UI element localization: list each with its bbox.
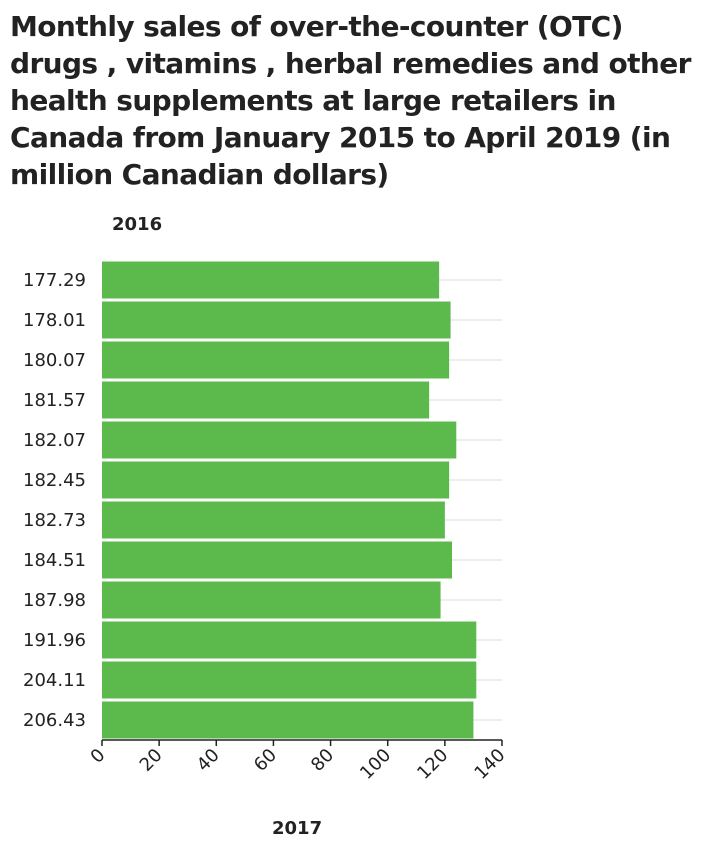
bar (102, 421, 457, 459)
bar (102, 461, 450, 499)
category-tick-label: 184.51 (23, 550, 86, 571)
bar (102, 301, 451, 339)
x-tick-label: 20 (136, 745, 167, 776)
category-tick-label: 191.96 (23, 630, 86, 651)
category-tick-label: 180.07 (23, 350, 86, 371)
x-axis-label: 2017 (272, 818, 323, 839)
category-tick-label: 177.29 (23, 270, 86, 291)
bar (102, 621, 477, 659)
category-tick-label: 182.45 (23, 470, 86, 491)
bar (102, 701, 474, 739)
bar (102, 661, 477, 699)
x-tick-label: 100 (356, 745, 395, 784)
x-tick-label: 80 (307, 745, 338, 776)
category-tick-label: 178.01 (23, 310, 86, 331)
bar (102, 381, 430, 419)
x-tick-label: 120 (413, 745, 452, 784)
x-tick-label: 40 (193, 745, 224, 776)
bar (102, 261, 440, 299)
bar (102, 541, 452, 579)
x-tick-label: 140 (470, 745, 509, 784)
bar (102, 341, 450, 379)
category-tick-label: 204.11 (23, 670, 86, 691)
x-tick-label: 60 (250, 745, 281, 776)
category-tick-label: 182.73 (23, 510, 86, 531)
bar (102, 581, 441, 619)
category-tick-label: 182.07 (23, 430, 86, 451)
category-tick-label: 181.57 (23, 390, 86, 411)
bar (102, 501, 445, 539)
category-tick-label: 187.98 (23, 590, 86, 611)
category-tick-label: 206.43 (23, 710, 86, 731)
chart-title: Monthly sales of over-the-counter (OTC) … (10, 10, 691, 191)
y-axis-label: 2016 (112, 214, 163, 235)
x-tick-label: 0 (87, 745, 110, 768)
